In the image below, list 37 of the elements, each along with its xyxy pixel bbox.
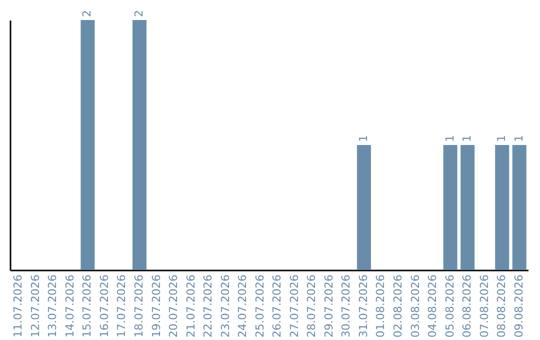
x-tick-label: 13.07.2026 [46,274,60,338]
data-label: 1 [495,135,508,142]
x-tick-label: 23.07.2026 [218,274,232,338]
x-tick-label: 30.07.2026 [340,274,353,338]
x-tick-label: 05.08.2026 [443,274,456,338]
x-tick-label: 14.07.2026 [63,274,76,338]
data-label: 1 [512,135,526,142]
x-tick-label: 15.07.2026 [80,274,94,338]
x-tick-label: 19.07.2026 [150,274,163,338]
data-label: 2 [80,10,94,17]
x-tick-label: 21.07.2026 [184,274,198,338]
x-tick-label: 18.07.2026 [132,274,146,338]
x-tick-label: 09.08.2026 [512,274,526,338]
x-tick-label: 08.08.2026 [495,274,508,338]
x-tick-label: 02.08.2026 [392,274,404,338]
x-tick-label: 20.07.2026 [167,274,180,338]
x-tick-label: 17.07.2026 [115,274,128,338]
x-tick-label: 07.08.2026 [478,274,491,338]
x-tick-label: 01.08.2026 [374,274,388,338]
data-label: 2 [132,10,146,17]
x-tick-label: 29.07.2026 [322,274,336,338]
data-label: 1 [460,135,474,142]
x-tick-label: 03.08.2026 [408,274,422,338]
x-tick-label: 26.07.2026 [270,274,284,338]
data-label: 1 [356,135,370,142]
x-tick-label: 31.07.2026 [356,274,370,338]
x-tick-label: 27.07.2026 [288,274,301,338]
x-tick-label: 12.07.2026 [28,274,42,338]
x-tick-label: 22.07.2026 [202,274,215,338]
x-tick-label: 25.07.2026 [253,274,266,338]
x-tick-label: 04.08.2026 [426,274,440,338]
x-tick-label: 16.07.2026 [98,274,111,338]
data-label: 1 [443,135,456,142]
x-tick-label: 06.08.2026 [460,274,474,338]
x-tick-label: 24.07.2026 [236,274,250,338]
x-tick-label: 28.07.2026 [305,274,318,338]
x-tick-label: 11.07.2026 [12,274,25,338]
